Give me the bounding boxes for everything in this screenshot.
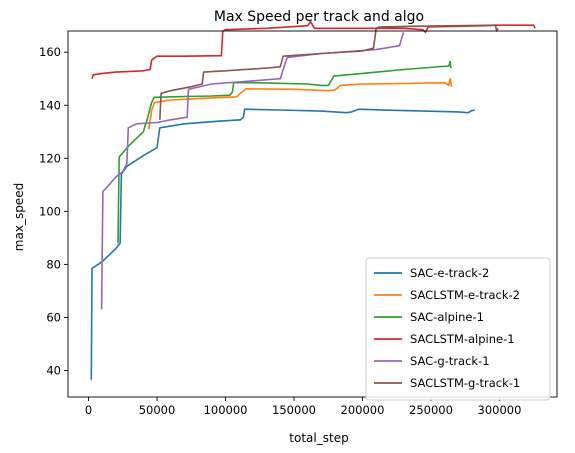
legend-label-4: SAC-g-track-1 (410, 354, 490, 368)
x-axis-label: total_step (289, 431, 348, 445)
series-line-0 (90, 108, 475, 380)
x-tick-label-1: 50000 (139, 403, 176, 417)
legend-label-0: SAC-e-track-2 (410, 266, 489, 280)
series-line-2 (117, 60, 452, 244)
legend-box (365, 257, 551, 401)
y-tick-label-5: 140 (39, 98, 61, 112)
y-axis-label: max_speed (12, 183, 26, 251)
plot-lines (90, 20, 536, 380)
y-tick-label-4: 120 (39, 151, 61, 165)
legend-label-5: SACLSTM-g-track-1 (410, 376, 520, 390)
axes: 0 50000 100000 150000 200000 250000 300000 40 60… (39, 30, 558, 417)
chart-title: Max Speed per track and algo (214, 9, 424, 25)
series-line-5 (159, 24, 499, 120)
legend-label-1: SACLSTM-e-track-2 (410, 288, 520, 302)
y-tick-label-1: 60 (46, 310, 61, 324)
x-tick-label-6: 300000 (478, 403, 522, 417)
legend-label-2: SAC-alpine-1 (410, 310, 484, 324)
y-tick-label-3: 100 (39, 204, 61, 218)
legend: SAC-e-track-2 SACLSTM-e-track-2 SAC-alpine… (365, 257, 551, 401)
x-tick-label-0: 0 (85, 403, 92, 417)
series-line-1 (148, 77, 453, 130)
y-tick-label-2: 80 (46, 257, 61, 271)
legend-label-3: SACLSTM-alpine-1 (410, 332, 515, 346)
y-tick-label-6: 160 (39, 45, 61, 59)
x-tick-label-2: 100000 (204, 403, 248, 417)
plot-frame (67, 30, 558, 398)
x-tick-label-5: 250000 (409, 403, 453, 417)
y-tick-label-0: 40 (46, 363, 61, 377)
x-tick-label-3: 150000 (272, 403, 316, 417)
x-tick-label-4: 200000 (341, 403, 385, 417)
series-line-3 (91, 20, 536, 79)
